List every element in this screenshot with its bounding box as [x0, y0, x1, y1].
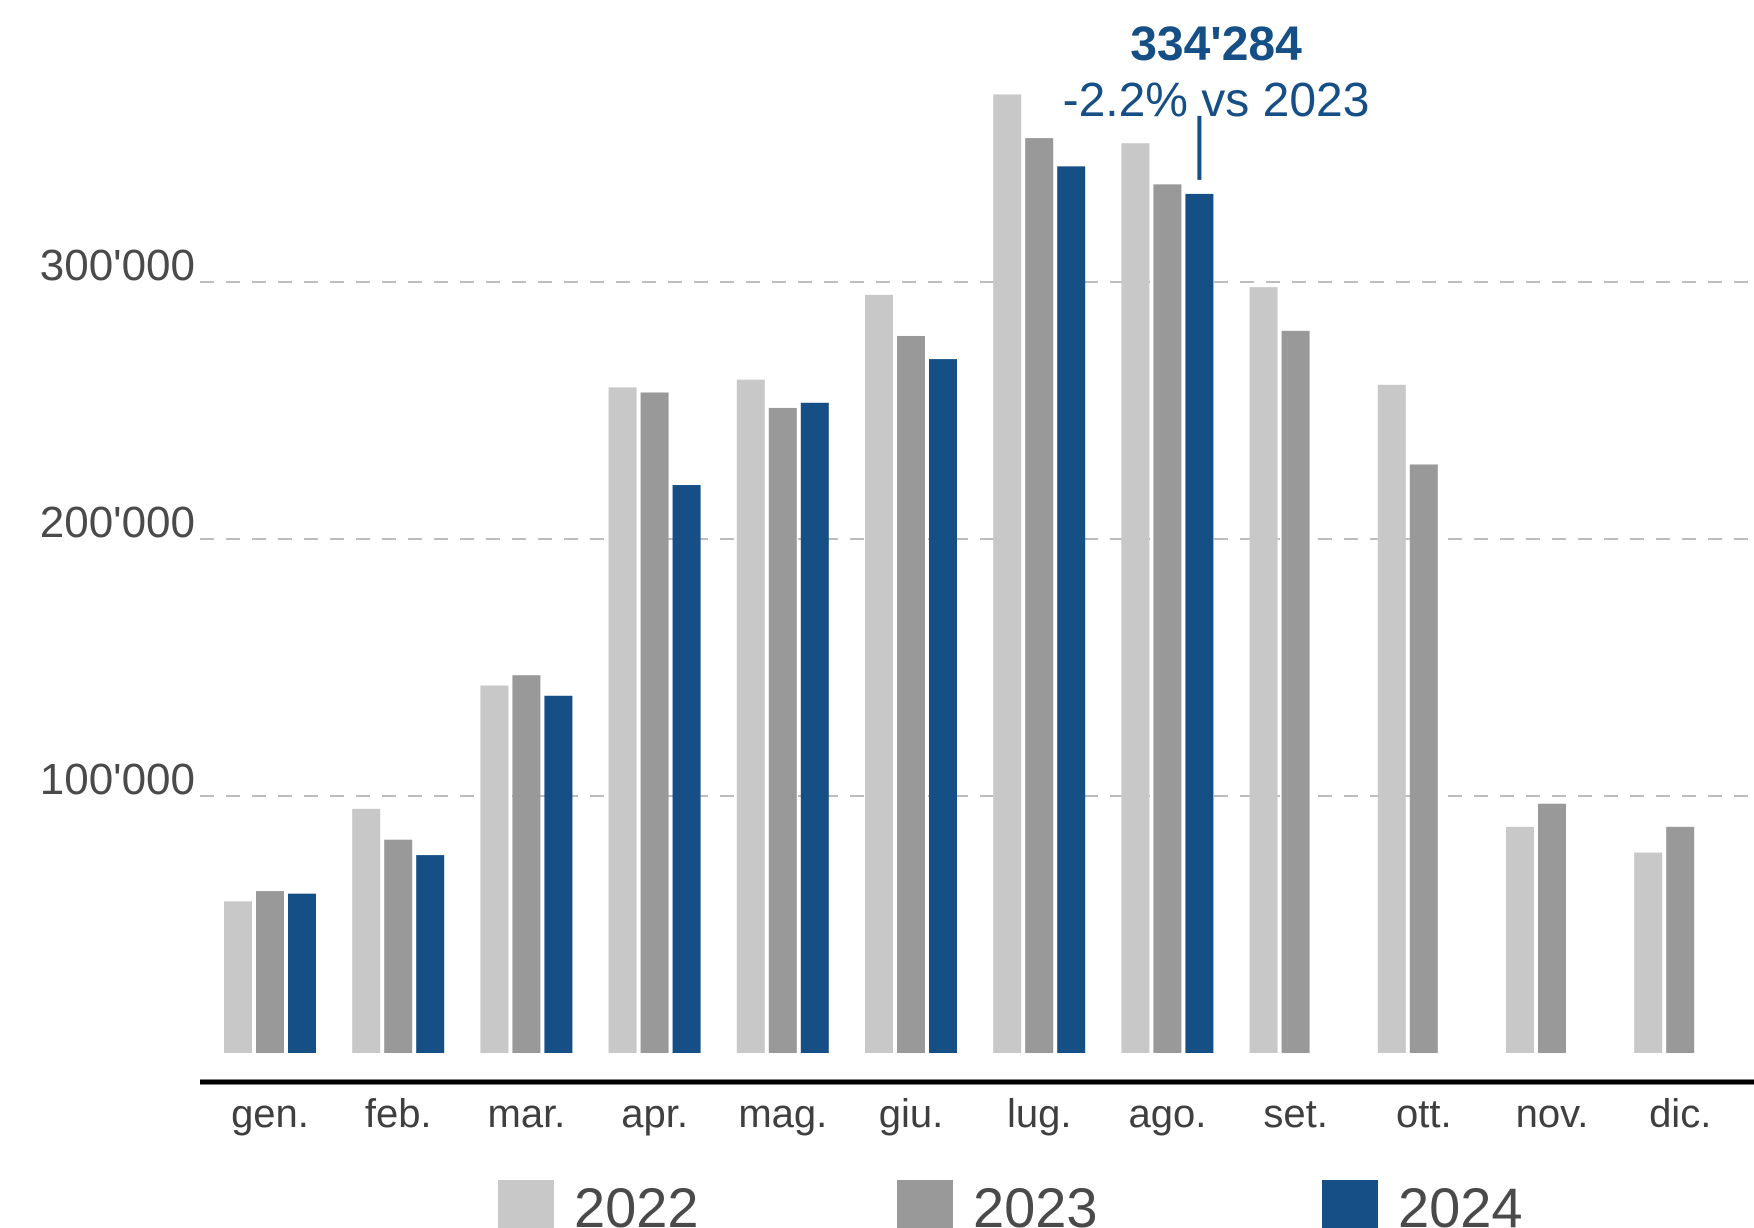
legend-swatch-2022 [498, 1180, 554, 1228]
x-tick-label: set. [1263, 1092, 1327, 1136]
x-tick-label: dic. [1649, 1092, 1711, 1136]
legend-label: 2024 [1398, 1176, 1523, 1228]
bar-2024-ago [1185, 193, 1214, 1053]
x-tick-label: nov. [1516, 1092, 1589, 1136]
y-tick-label: 100'000 [40, 755, 195, 804]
bar-2023-giu [897, 335, 925, 1054]
annotation-value-label: 334'284 [1130, 18, 1302, 71]
x-tick-label: apr. [621, 1092, 688, 1136]
x-tick-label: feb. [365, 1092, 432, 1136]
bar-2022-ago [1121, 143, 1150, 1054]
x-tick-label: ott. [1396, 1092, 1452, 1136]
bar-2022-dic [1634, 852, 1663, 1053]
bar-2024-lug [1057, 166, 1086, 1054]
bar-2024-giu [929, 359, 957, 1054]
x-tick-label: lug. [1007, 1092, 1072, 1136]
bar-2023-mar [512, 675, 541, 1053]
bar-2022-gen [224, 901, 252, 1053]
bar-2023-ott [1409, 464, 1438, 1054]
x-tick-label: mar. [488, 1092, 566, 1136]
bar-2022-apr [608, 387, 637, 1053]
bar-2022-giu [865, 294, 893, 1054]
bar-2023-ago [1153, 184, 1182, 1054]
bar-2023-mag [768, 407, 797, 1053]
y-axis-ticks: 100'000 200'000 300'000 [40, 241, 195, 804]
bar-2022-mag [736, 379, 765, 1053]
bar-2023-dic [1666, 826, 1695, 1053]
bar-2023-nov [1538, 803, 1566, 1053]
x-tick-label: ago. [1128, 1092, 1206, 1136]
bar-2022-nov [1506, 826, 1534, 1053]
bars [224, 94, 1695, 1054]
bar-2022-lug [993, 94, 1022, 1053]
bar-2023-set [1281, 330, 1310, 1054]
bar-2024-feb [416, 855, 445, 1053]
bar-2022-ott [1377, 384, 1406, 1053]
annotation: 334'284 -2.2% vs 2023 [1063, 18, 1370, 180]
x-tick-label: mag. [738, 1092, 827, 1136]
bar-2022-feb [352, 808, 381, 1053]
legend-swatch-2023 [897, 1180, 953, 1228]
bar-2023-apr [640, 392, 669, 1053]
bar-2023-lug [1025, 138, 1054, 1053]
bar-2022-set [1249, 287, 1278, 1053]
legend-label: 2022 [574, 1176, 699, 1228]
bar-2024-apr [672, 485, 701, 1053]
bar-2024-mar [544, 695, 573, 1053]
bar-2022-mar [480, 685, 509, 1053]
y-tick-label: 300'000 [40, 241, 195, 290]
legend-label: 2023 [973, 1176, 1098, 1228]
y-tick-label: 200'000 [40, 498, 195, 547]
legend-swatch-2024 [1322, 1180, 1378, 1228]
legend: 2022 2023 2024 [498, 1176, 1523, 1228]
bar-2024-gen [288, 893, 316, 1053]
bar-2024-mag [800, 402, 829, 1053]
x-axis-labels: gen. feb. mar. apr. mag. giu. lug. ago. set. ott.… [231, 1092, 1711, 1136]
x-tick-label: giu. [879, 1092, 944, 1136]
annotation-change-label: -2.2% vs 2023 [1063, 74, 1370, 127]
x-tick-label: gen. [231, 1092, 309, 1136]
bar-2023-feb [384, 839, 413, 1053]
grid-lines [200, 281, 1754, 797]
bar-2023-gen [256, 891, 284, 1053]
